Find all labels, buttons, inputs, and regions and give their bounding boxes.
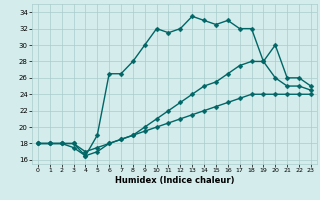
X-axis label: Humidex (Indice chaleur): Humidex (Indice chaleur): [115, 176, 234, 185]
